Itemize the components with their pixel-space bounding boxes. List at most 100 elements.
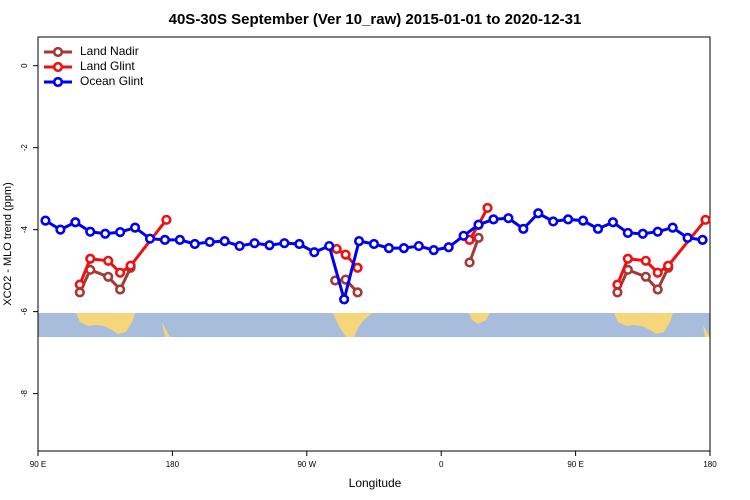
- legend-label: Land Nadir: [80, 44, 139, 58]
- point: [368, 238, 380, 250]
- x-axis-label: Longitude: [349, 476, 402, 490]
- point: [115, 227, 126, 238]
- point: [383, 242, 395, 254]
- point: [458, 230, 469, 241]
- point: [249, 238, 260, 249]
- point: [503, 213, 514, 224]
- point: [518, 223, 529, 234]
- x-tick-label: 180: [703, 460, 717, 469]
- point: [577, 215, 589, 226]
- point: [563, 214, 574, 225]
- point: [352, 287, 363, 298]
- point: [144, 233, 156, 244]
- point: [428, 245, 439, 256]
- series: [40, 208, 708, 306]
- y-tick-label: -6: [20, 308, 29, 316]
- point: [204, 236, 215, 248]
- point: [640, 255, 651, 266]
- land: [162, 322, 170, 337]
- chart-title: 40S-30S September (Ver 10_raw) 2015-01-0…: [169, 11, 582, 28]
- point: [548, 216, 559, 227]
- land: [76, 313, 135, 334]
- point: [622, 227, 633, 239]
- land: [703, 325, 710, 337]
- point: [189, 238, 200, 250]
- point: [488, 214, 499, 225]
- point: [482, 202, 493, 214]
- point: [652, 226, 663, 237]
- series: [74, 202, 711, 290]
- point: [340, 249, 351, 260]
- point: [413, 240, 424, 252]
- y-tick-label: -2: [20, 144, 29, 152]
- series-line: [44, 211, 703, 306]
- point: [159, 234, 171, 246]
- point: [294, 238, 305, 250]
- point: [55, 224, 66, 235]
- y-tick-label: -8: [20, 390, 29, 398]
- point: [398, 242, 409, 254]
- map-strip: [38, 313, 710, 337]
- point: [637, 228, 648, 239]
- legend-marker: [52, 46, 64, 58]
- point: [115, 284, 126, 295]
- series: [74, 232, 674, 298]
- x-tick-label: 180: [166, 460, 180, 469]
- x-tick-label: 90 E: [567, 460, 583, 469]
- point: [652, 267, 663, 278]
- y-tick-label: 0: [20, 63, 29, 68]
- x-tick-label: 0: [439, 460, 444, 469]
- land: [614, 313, 673, 334]
- point: [324, 240, 335, 252]
- point: [70, 217, 81, 228]
- point: [533, 208, 544, 219]
- point: [607, 217, 619, 228]
- point: [309, 247, 320, 258]
- point: [234, 240, 245, 252]
- point: [473, 219, 484, 230]
- point: [443, 242, 454, 253]
- point: [103, 271, 114, 282]
- point: [115, 267, 126, 278]
- point: [219, 236, 230, 247]
- point: [473, 232, 484, 243]
- point: [663, 260, 674, 271]
- point: [667, 222, 678, 233]
- point: [103, 255, 114, 266]
- point: [264, 240, 275, 251]
- point: [40, 215, 51, 226]
- x-tick-label: 90 E: [30, 460, 46, 469]
- point: [652, 284, 663, 295]
- point: [74, 279, 85, 290]
- point: [339, 294, 350, 305]
- point: [161, 214, 172, 225]
- point: [174, 234, 185, 246]
- y-axis-label: XCO2 - MLO trend (ppm): [2, 182, 14, 305]
- point: [85, 253, 96, 264]
- land: [333, 313, 372, 337]
- point: [592, 223, 604, 234]
- y-tick-label: -4: [20, 226, 29, 234]
- point: [612, 279, 623, 290]
- point: [279, 238, 290, 249]
- legend-marker: [52, 76, 64, 88]
- ocean: [38, 313, 710, 337]
- point: [352, 262, 363, 273]
- plot-frame: [37, 36, 711, 452]
- point: [129, 222, 141, 233]
- legend-label: Ocean Glint: [80, 74, 144, 88]
- point: [700, 214, 711, 225]
- point: [612, 287, 623, 298]
- point: [353, 236, 365, 247]
- point: [682, 232, 693, 243]
- point: [697, 234, 708, 246]
- legend-label: Land Glint: [80, 59, 135, 73]
- legend-marker: [52, 61, 64, 73]
- land: [469, 313, 490, 324]
- point: [464, 257, 475, 268]
- point: [85, 226, 96, 237]
- point: [125, 260, 136, 271]
- point: [622, 253, 633, 264]
